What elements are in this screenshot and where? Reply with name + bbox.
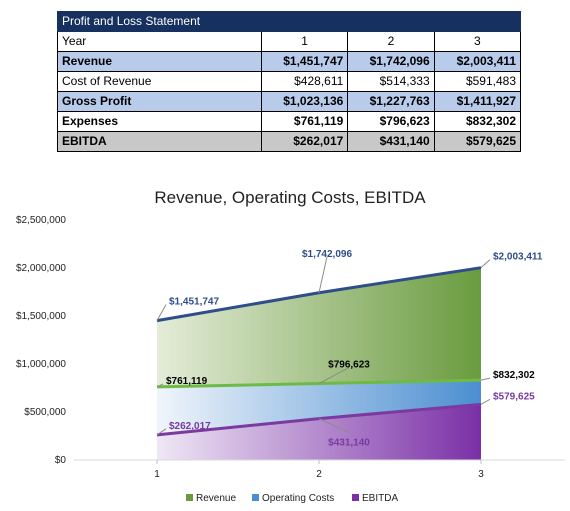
x-axis: 1 2 3 (154, 460, 484, 480)
label-leader-line (156, 304, 167, 321)
label-leader-line (480, 259, 491, 269)
table-title: Profit and Loss Statement (57, 11, 521, 32)
y-tick-label: $0 (55, 455, 67, 466)
legend-label: EBITDA (362, 493, 398, 504)
value-cell: $591,483 (433, 71, 522, 92)
legend-swatch (352, 494, 359, 501)
row-label: EBITDA (57, 131, 262, 152)
value-cell: $579,625 (433, 131, 522, 152)
value-cell: $262,017 (260, 131, 349, 152)
y-tick-label: $2,500,000 (16, 215, 66, 226)
value-cell: $1,411,927 (433, 91, 522, 112)
data-label: $1,742,096 (302, 249, 352, 260)
value-cell: $761,119 (260, 111, 349, 132)
data-label: $262,017 (169, 421, 211, 432)
table-row: Cost of Revenue $428,611 $514,333 $591,483 (57, 71, 522, 92)
series-areas (157, 267, 481, 460)
row-label: Cost of Revenue (57, 71, 262, 92)
legend: Revenue Operating Costs EBITDA (186, 493, 398, 504)
value-cell: $832,302 (433, 111, 522, 132)
label-leader-line (480, 377, 491, 381)
value-cell: $1,023,136 (260, 91, 349, 112)
y-tick-label: $1,500,000 (16, 311, 66, 322)
year-header-cell: 2 (347, 31, 435, 52)
row-label: Revenue (57, 51, 262, 72)
value-cell: $1,227,763 (347, 91, 435, 112)
x-tick-label: 1 (154, 469, 160, 480)
x-tick-label: 2 (316, 469, 322, 480)
year-header-row: Year 1 2 3 (57, 31, 522, 52)
data-label: $579,625 (493, 391, 535, 402)
label-leader-line (318, 418, 350, 434)
label-leader-line (318, 256, 328, 293)
table-row: Gross Profit $1,023,136 $1,227,763 $1,411,9… (57, 91, 522, 112)
year-header-label: Year (57, 31, 262, 52)
legend-swatch (186, 494, 193, 501)
ebitda-area (157, 404, 481, 460)
value-cell: $431,140 (347, 131, 435, 152)
year-header-cell: 3 (433, 31, 522, 52)
label-leader-line (480, 398, 491, 405)
data-label: $796,623 (328, 360, 370, 371)
value-cell: $428,611 (260, 71, 349, 92)
x-tick-label: 3 (478, 469, 484, 480)
legend-label: Revenue (196, 493, 236, 504)
legend-swatch (252, 494, 259, 501)
value-cell: $514,333 (347, 71, 435, 92)
data-label: $761,119 (166, 376, 208, 387)
y-tick-label: $1,000,000 (16, 359, 66, 370)
value-cell: $796,623 (347, 111, 435, 132)
table-row: EBITDA $262,017 $431,140 $579,625 (57, 131, 522, 152)
y-axis: $0 $500,000 $1,000,000 $1,500,000 $2,000,000… (16, 215, 66, 466)
label-leader-line (156, 428, 167, 436)
row-label: Expenses (57, 111, 262, 132)
table-title-row: Profit and Loss Statement (57, 11, 521, 32)
legend-label: Operating Costs (262, 493, 334, 504)
data-labels: $1,451,747 $1,742,096 $2,003,411 $761,119 $7… (156, 249, 543, 449)
y-tick-label: $500,000 (24, 407, 66, 418)
row-label: Gross Profit (57, 91, 262, 112)
data-label: $832,302 (493, 370, 535, 381)
value-cell: $1,742,096 (347, 51, 435, 72)
year-header-cell: 1 (260, 31, 349, 52)
profit-loss-table: Profit and Loss Statement Year 1 2 3 Rev… (57, 11, 522, 152)
data-label: $2,003,411 (493, 252, 543, 263)
chart-title: Revenue, Operating Costs, EBITDA (154, 188, 426, 207)
table-row: Revenue $1,451,747 $1,742,096 $2,003,411 (57, 51, 522, 72)
value-cell: $2,003,411 (433, 51, 522, 72)
label-leader-line (318, 367, 350, 384)
value-cell: $1,451,747 (260, 51, 349, 72)
data-label: $1,451,747 (169, 297, 219, 308)
table-row: Expenses $761,119 $796,623 $832,302 (57, 111, 522, 132)
revenue-line (156, 266, 482, 323)
y-tick-label: $2,000,000 (16, 263, 66, 274)
label-leader-line (156, 383, 164, 388)
data-label: $431,140 (328, 438, 370, 449)
area-chart: Revenue, Operating Costs, EBITDA $0 $500,… (16, 188, 565, 504)
